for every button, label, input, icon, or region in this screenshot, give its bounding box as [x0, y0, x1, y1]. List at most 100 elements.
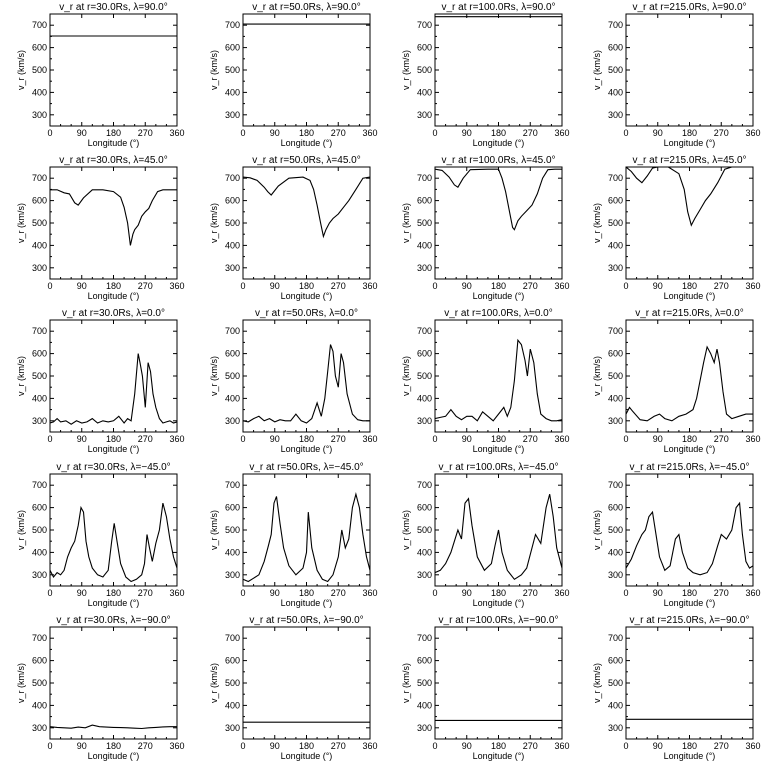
y-tick-label: 600: [32, 196, 47, 206]
plot-frame: [49, 166, 178, 280]
series-line: [435, 494, 562, 581]
panel-7: v_r at r=100.0Rs, λ=45.0° 0 90 180 270 360 300…: [389, 153, 574, 305]
panel-svg: v_r at r=50.0Rs, λ=0.0° 0 90 180 270 360 300 40…: [209, 308, 378, 454]
y-tick-label: 400: [608, 87, 623, 97]
panel-6: v_r at r=50.0Rs, λ=45.0° 0 90 180 270 360 300 4…: [197, 153, 382, 305]
x-tick-label: 0: [623, 588, 628, 598]
panel-title: v_r at r=30.0Rs, λ=90.0°: [59, 2, 168, 13]
y-tick-label: 600: [608, 656, 623, 666]
x-tick-label: 180: [491, 588, 506, 598]
y-axis-label: v_r (km/s): [209, 203, 219, 243]
x-tick-label: 360: [745, 281, 760, 291]
y-tick-label: 400: [608, 700, 623, 710]
x-tick-label: 90: [653, 741, 663, 751]
y-axis-label: v_r (km/s): [209, 510, 219, 550]
plot-frame: [434, 319, 563, 433]
x-axis-label: Longitude (°): [88, 751, 140, 761]
x-tick-label: 90: [653, 128, 663, 138]
x-tick-label: 0: [623, 741, 628, 751]
panel-5: v_r at r=30.0Rs, λ=45.0° 0 90 180 270 360 300 4…: [4, 153, 189, 305]
x-tick-label: 90: [270, 434, 280, 444]
x-tick-label: 0: [47, 588, 52, 598]
x-tick-label: 0: [47, 281, 52, 291]
y-tick-label: 600: [417, 43, 432, 53]
panel-title: v_r at r=50.0Rs, λ=45.0°: [252, 155, 361, 166]
y-tick-label: 300: [225, 263, 240, 273]
x-tick-label: 180: [106, 281, 121, 291]
x-tick-label: 270: [714, 741, 729, 751]
y-tick-label: 500: [417, 371, 432, 381]
x-tick-label: 270: [331, 128, 346, 138]
x-axis-label: Longitude (°): [664, 291, 716, 301]
panel-17: v_r at r=30.0Rs, λ=−90.0° 0 90 180 270 360 300…: [4, 613, 189, 765]
x-tick-label: 0: [47, 434, 52, 444]
y-tick-label: 700: [608, 633, 623, 643]
x-axis-label: Longitude (°): [88, 444, 140, 454]
y-tick-label: 300: [32, 110, 47, 120]
x-tick-label: 90: [653, 588, 663, 598]
x-tick-label: 270: [714, 128, 729, 138]
series-line: [50, 189, 177, 246]
y-tick-label: 500: [608, 371, 623, 381]
panel-title: v_r at r=215.0Rs, λ=0.0°: [635, 308, 744, 319]
panel-title: v_r at r=30.0Rs, λ=0.0°: [62, 308, 165, 319]
y-tick-label: 300: [417, 263, 432, 273]
y-tick-label: 400: [417, 547, 432, 557]
y-tick-label: 400: [32, 87, 47, 97]
y-tick-label: 400: [32, 240, 47, 250]
x-tick-label: 0: [623, 281, 628, 291]
x-axis-label: Longitude (°): [473, 751, 525, 761]
y-tick-label: 700: [417, 326, 432, 336]
panel-svg: v_r at r=215.0Rs, λ=90.0° 0 90 180 270 360 300…: [592, 2, 761, 148]
y-tick-label: 500: [225, 525, 240, 535]
y-tick-label: 500: [608, 218, 623, 228]
x-tick-label: 180: [299, 281, 314, 291]
x-axis-label: Longitude (°): [281, 598, 333, 608]
x-tick-label: 180: [682, 588, 697, 598]
plot-frame: [625, 626, 754, 740]
x-tick-label: 180: [106, 741, 121, 751]
x-tick-label: 360: [362, 128, 377, 138]
y-tick-label: 700: [417, 173, 432, 183]
y-tick-label: 600: [225, 656, 240, 666]
y-axis-label: v_r (km/s): [401, 203, 411, 243]
x-tick-label: 0: [432, 281, 437, 291]
x-tick-label: 180: [299, 588, 314, 598]
x-tick-label: 270: [523, 588, 538, 598]
y-tick-label: 600: [32, 43, 47, 53]
x-tick-label: 90: [462, 281, 472, 291]
panel-title: v_r at r=100.0Rs, λ=0.0°: [444, 308, 553, 319]
x-tick-label: 180: [299, 434, 314, 444]
panel-title: v_r at r=30.0Rs, λ=−90.0°: [56, 615, 170, 626]
x-tick-label: 90: [653, 281, 663, 291]
panel-svg: v_r at r=215.0Rs, λ=0.0° 0 90 180 270 360 300 4…: [592, 308, 761, 454]
y-tick-label: 400: [608, 547, 623, 557]
panel-svg: v_r at r=50.0Rs, λ=90.0° 0 90 180 270 360 300 4…: [209, 2, 378, 148]
x-tick-label: 0: [47, 128, 52, 138]
y-tick-label: 500: [225, 218, 240, 228]
panel-20: v_r at r=215.0Rs, λ=−90.0° 0 90 180 270 360 30…: [580, 613, 765, 765]
panel-title: v_r at r=215.0Rs, λ=−90.0°: [630, 615, 750, 626]
x-tick-label: 270: [138, 281, 153, 291]
x-tick-label: 90: [462, 434, 472, 444]
x-tick-label: 360: [554, 128, 569, 138]
x-axis-label: Longitude (°): [664, 444, 716, 454]
x-tick-label: 90: [270, 128, 280, 138]
y-axis-label: v_r (km/s): [401, 50, 411, 90]
panel-13: v_r at r=30.0Rs, λ=−45.0° 0 90 180 270 360 300…: [4, 460, 189, 612]
y-tick-label: 500: [32, 678, 47, 688]
panel-title: v_r at r=50.0Rs, λ=0.0°: [255, 308, 358, 319]
plot-frame: [625, 319, 754, 433]
panel-title: v_r at r=50.0Rs, λ=−90.0°: [249, 615, 363, 626]
y-tick-label: 400: [417, 87, 432, 97]
panel-svg: v_r at r=215.0Rs, λ=−45.0° 0 90 180 270 360 30…: [592, 462, 761, 608]
x-tick-label: 90: [77, 588, 87, 598]
x-tick-label: 270: [138, 588, 153, 598]
y-tick-label: 700: [32, 633, 47, 643]
y-tick-label: 700: [608, 173, 623, 183]
y-axis-label: v_r (km/s): [16, 663, 26, 703]
x-tick-label: 0: [432, 741, 437, 751]
plot-frame: [242, 166, 371, 280]
panel-title: v_r at r=215.0Rs, λ=−45.0°: [630, 462, 750, 473]
x-axis-label: Longitude (°): [281, 751, 333, 761]
